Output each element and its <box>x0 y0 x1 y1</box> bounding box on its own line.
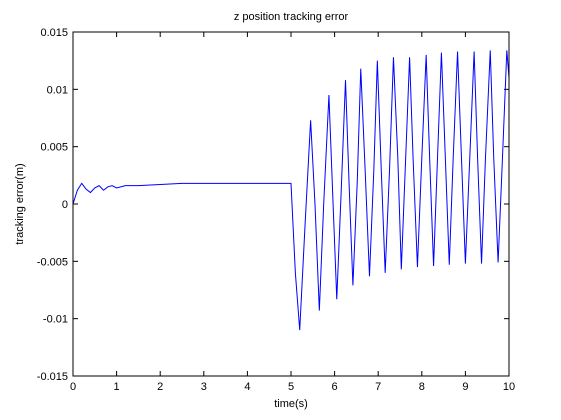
x-tick-label: 9 <box>462 381 468 393</box>
x-tick-label: 10 <box>503 381 515 393</box>
chart-title: z position tracking error <box>234 11 349 23</box>
x-tick-label: 0 <box>70 381 76 393</box>
x-tick-label: 3 <box>201 381 207 393</box>
y-tick-label: 0 <box>62 199 68 211</box>
y-tick-label: -0.005 <box>37 256 68 268</box>
y-tick-label: 0.005 <box>40 142 68 154</box>
x-tick-label: 8 <box>419 381 425 393</box>
y-tick-label: -0.01 <box>43 314 68 326</box>
y-tick-label: -0.015 <box>37 371 68 383</box>
x-tick-label: 5 <box>288 381 294 393</box>
x-tick-label: 1 <box>114 381 120 393</box>
y-tick-label: 0.015 <box>40 27 68 39</box>
x-axis-label: time(s) <box>274 398 308 410</box>
y-tick-label: 0.01 <box>47 84 68 96</box>
x-tick-label: 6 <box>332 381 338 393</box>
x-tick-label: 7 <box>375 381 381 393</box>
x-tick-label: 4 <box>244 381 250 393</box>
axes-box <box>72 31 510 377</box>
y-axis-label: tracking error(m) <box>14 163 26 244</box>
x-tick-label: 2 <box>157 381 163 393</box>
data-line <box>72 50 510 331</box>
